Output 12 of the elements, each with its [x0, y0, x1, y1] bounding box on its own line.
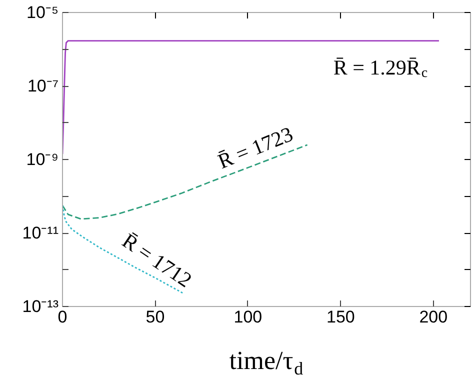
x-tick-label: 150 [326, 308, 355, 326]
annotation: R̄ = 1723 [214, 122, 296, 174]
y-tick-label: 10⁻⁵ [26, 3, 59, 22]
x-tick-label: 100 [234, 308, 262, 326]
y-tick-label: 10⁻¹³ [22, 297, 59, 316]
annotation: R̄ = 1712 [118, 228, 196, 292]
x-tick-label: 0 [58, 308, 68, 326]
y-tick-label: 10⁻⁹ [26, 150, 59, 169]
y-tick-label: 10⁻⁷ [27, 76, 58, 96]
y-tick-label: 10⁻¹¹ [22, 224, 59, 242]
x-tick-label: 50 [146, 308, 165, 326]
x-tick-label: 200 [419, 308, 448, 326]
